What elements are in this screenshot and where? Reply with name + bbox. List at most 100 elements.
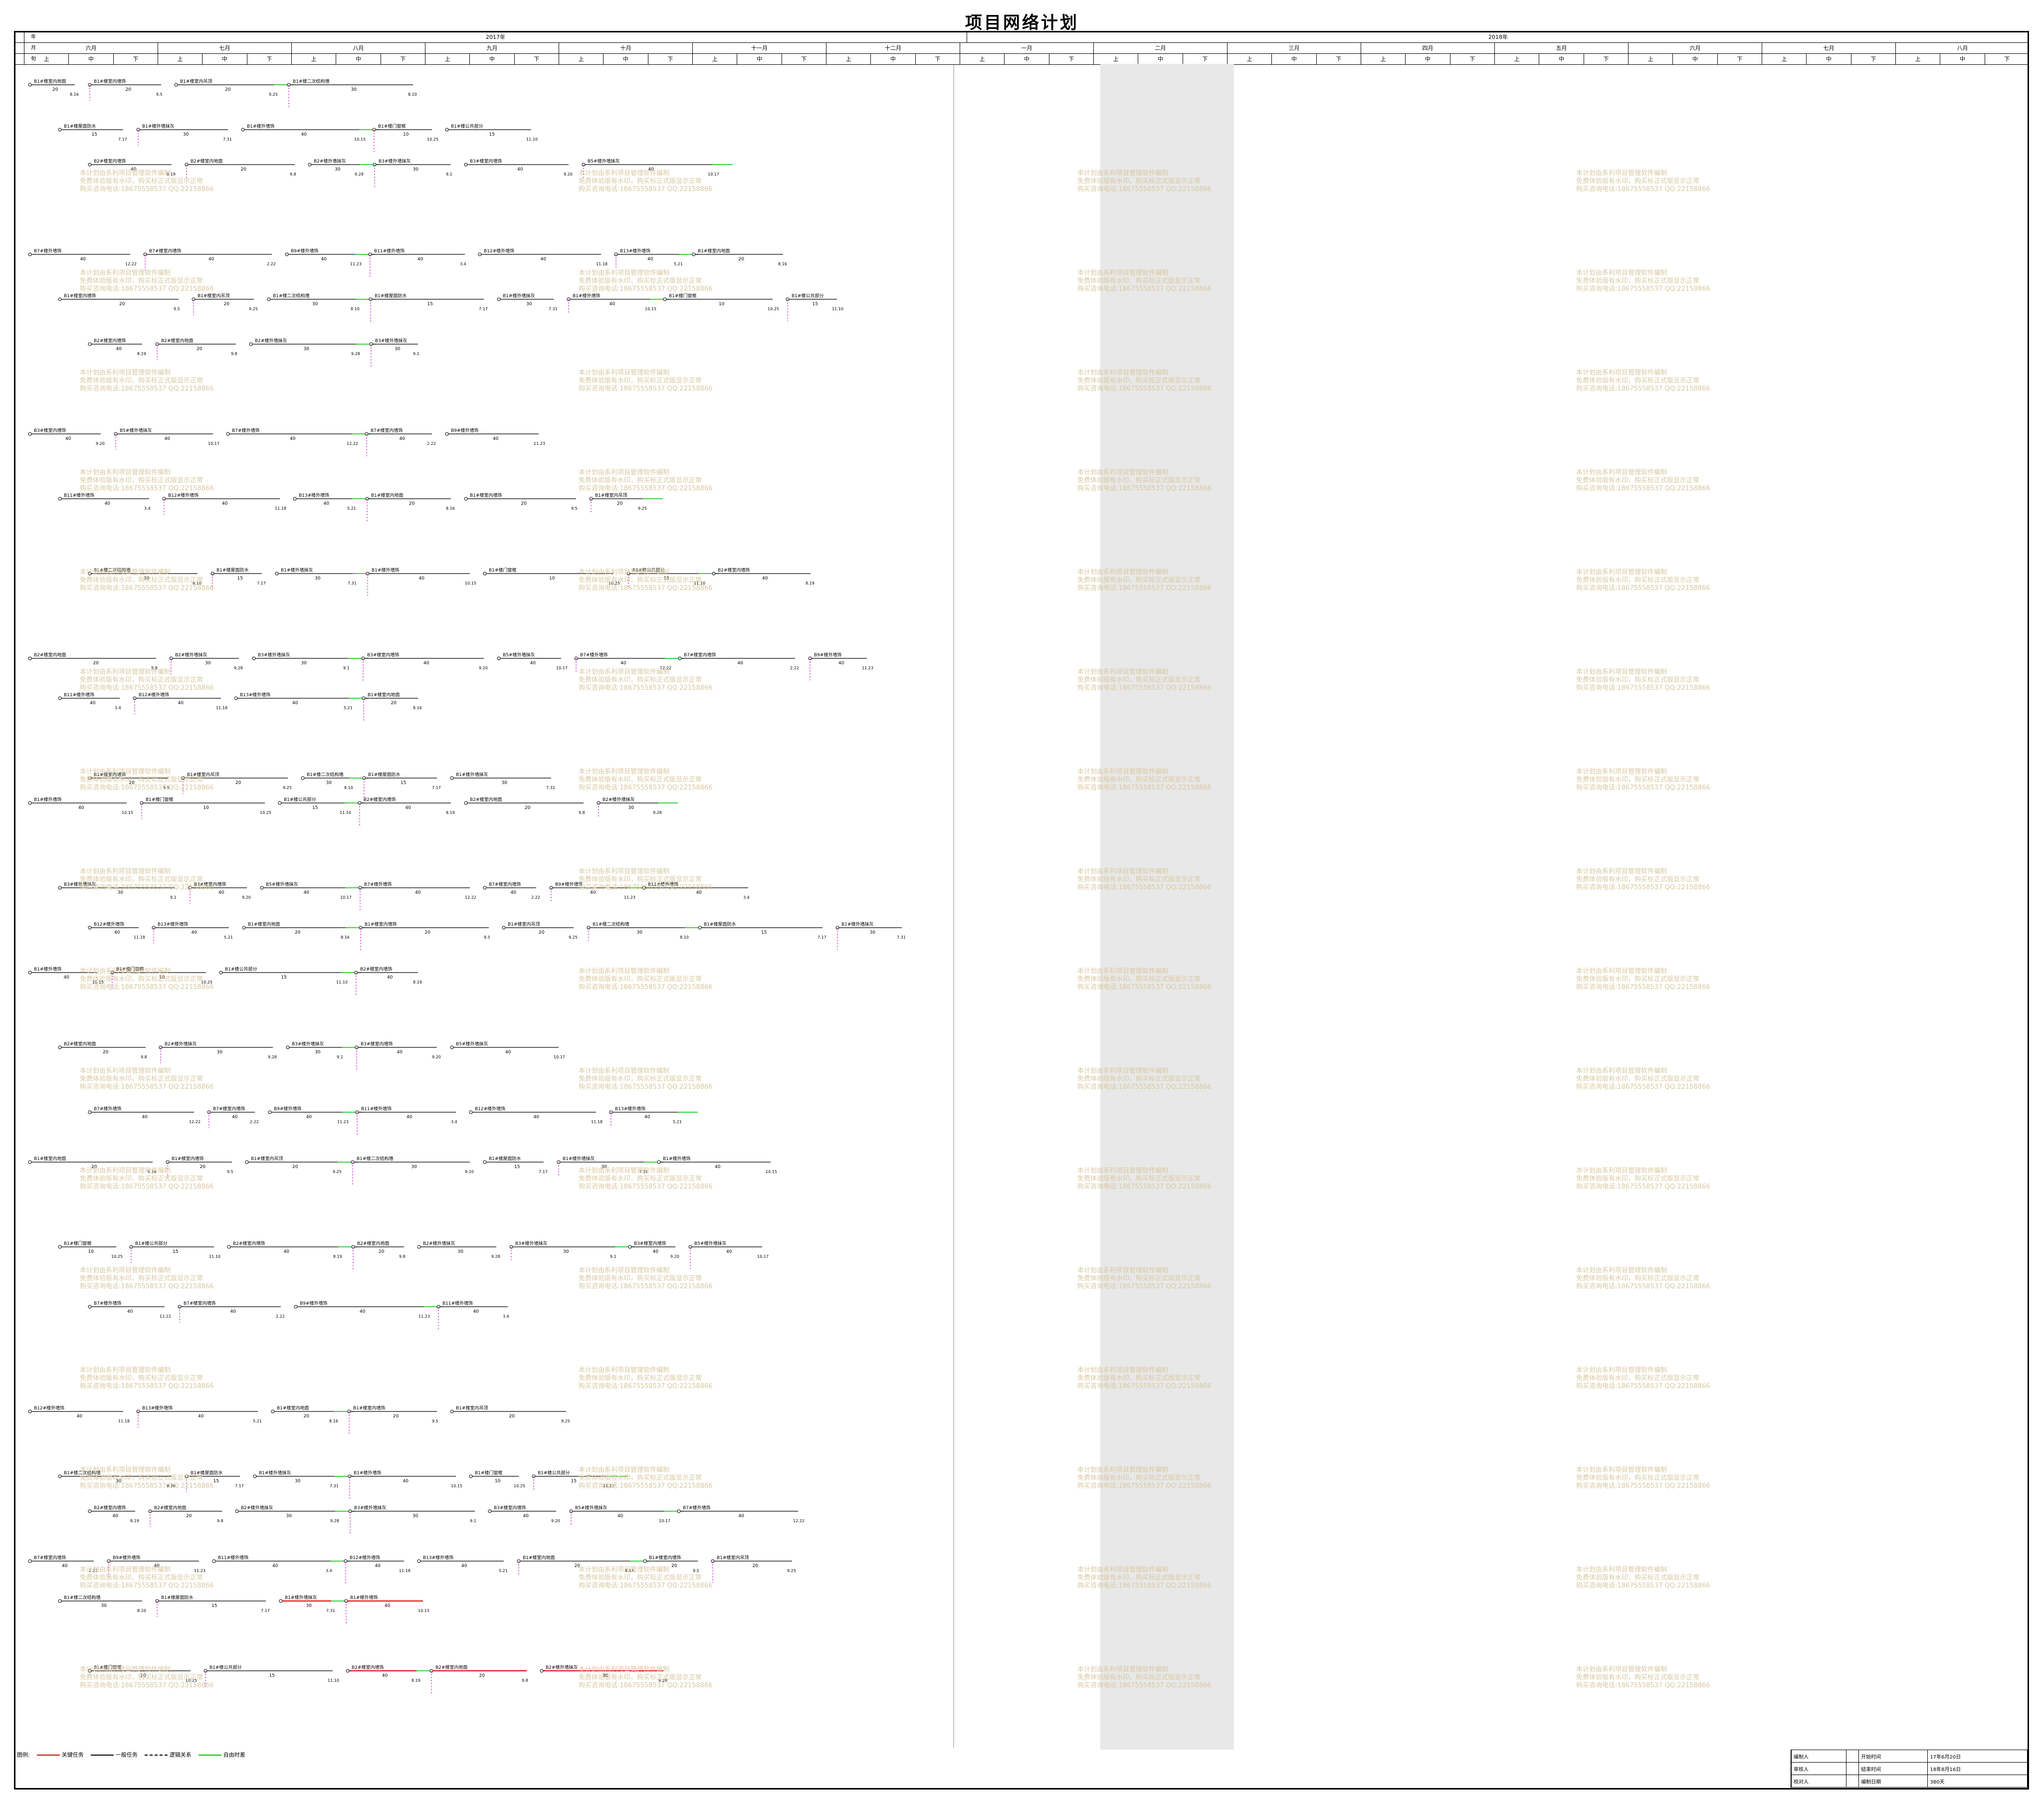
task-label: B1#楼屋面防水 (64, 123, 96, 129)
task-duration: 30 (312, 302, 318, 307)
task-label: B1#楼室内墙饰 (353, 1405, 385, 1411)
task-label: B2#楼室内墙饰 (94, 1505, 126, 1511)
task-label: B1#楼室内地面 (34, 1156, 66, 1162)
task-label: B7#楼外墙饰 (232, 427, 259, 433)
event-node (445, 128, 449, 132)
dekad-cell: 下 (1583, 54, 1628, 65)
task-duration: 30 (326, 781, 332, 786)
task-duration: 20 (525, 805, 531, 810)
task-label: B1#楼门窗框 (378, 123, 406, 129)
task-label: B3#楼外墙抹灰 (64, 881, 96, 887)
task-date: 8.19 (137, 352, 146, 356)
event-node (712, 572, 716, 576)
task-duration: 40 (90, 701, 96, 706)
task-duration: 10 (204, 805, 209, 810)
task-date: 9.25 (561, 1419, 570, 1423)
dekad-cell: 上 (1093, 54, 1138, 65)
dekad-cell: 中 (469, 54, 514, 65)
task-duration: 30 (286, 1514, 292, 1519)
event-node (253, 1474, 257, 1478)
dekad-cell: 下 (1316, 54, 1361, 65)
event-node (308, 163, 312, 167)
task-duration: 10 (159, 975, 165, 980)
task-date: 3.4 (503, 1314, 509, 1319)
dekad-cell: 下 (514, 54, 559, 65)
task-duration: 30 (301, 661, 307, 666)
task-label: B1#楼门窗框 (475, 1470, 502, 1476)
dekad-cell: 上 (24, 54, 68, 65)
task-duration: 40 (272, 1564, 278, 1569)
task-duration: 20 (292, 1165, 298, 1170)
task-duration: 15 (211, 1603, 217, 1608)
task-date: 8.10 (351, 307, 360, 311)
task-duration: 40 (762, 576, 768, 581)
task-date: 10.17 (208, 441, 219, 446)
dekad-cell: 上 (158, 54, 202, 65)
task-label: B2#楼外墙抹灰 (241, 1505, 273, 1511)
task-label: B1#楼外墙抹灰 (259, 1470, 291, 1476)
task-date: 9.1 (170, 895, 177, 900)
task-duration: 15 (761, 930, 767, 935)
task-duration: 40 (304, 890, 310, 895)
task-duration: 20 (393, 1414, 399, 1419)
task-label: B1#楼屋面防水 (216, 567, 248, 573)
event-node (227, 1245, 231, 1249)
event-node (58, 1045, 62, 1049)
task-date: 9.8 (522, 1678, 528, 1683)
task-label: B12#楼外墙饰 (94, 921, 124, 927)
event-node (663, 297, 667, 301)
task-date: 12.22 (160, 1314, 171, 1319)
task-label: B7#楼外墙饰 (364, 881, 392, 887)
task-label: B1#楼二次结构墙 (64, 1470, 100, 1476)
task-label: B3#楼室内墙饰 (470, 158, 502, 164)
month-cell: 十一月 (692, 43, 826, 54)
event-node (212, 1559, 216, 1563)
task-date: 10.15 (418, 1608, 429, 1613)
dekad-cell: 中 (202, 54, 246, 65)
task-date: 11.10 (340, 810, 351, 815)
task-label: B1#楼室内墙饰 (470, 492, 502, 498)
task-duration: 40 (423, 661, 429, 666)
dekad-cell: 上 (692, 54, 737, 65)
task-label: B2#楼室内地面 (191, 158, 222, 164)
task-duration: 30 (183, 132, 189, 137)
task-date: 9.5 (693, 1569, 699, 1573)
month-cell: 六月 (24, 43, 158, 54)
task-duration: 30 (411, 1165, 417, 1170)
task-duration: 30 (563, 1249, 569, 1254)
task-label: B9#楼外墙饰 (274, 1106, 301, 1112)
task-duration: 15 (213, 1479, 219, 1484)
task-date: 8.10 (680, 935, 689, 940)
task-date: 8.10 (408, 92, 417, 97)
task-date: 9.28 (234, 666, 243, 670)
event-node (88, 1669, 92, 1673)
task-duration: 15 (92, 132, 97, 137)
task-date: 9.8 (141, 1055, 147, 1059)
task-date: 3.4 (326, 1569, 332, 1573)
month-cell: 九月 (425, 43, 559, 54)
task-date: 11.23 (534, 441, 545, 446)
task-duration: 30 (335, 167, 341, 172)
task-date: 9.8 (399, 1254, 406, 1259)
task-date: 7.31 (348, 581, 357, 586)
task-label: B2#楼外墙抹灰 (314, 158, 346, 164)
task-duration: 40 (726, 1249, 732, 1254)
task-duration: 15 (813, 302, 818, 307)
task-label: B1#楼外墙抹灰 (456, 772, 488, 778)
task-label: B1#楼外墙饰 (350, 1595, 378, 1600)
task-date: 2.22 (276, 1314, 285, 1319)
task-duration: 40 (382, 1673, 388, 1678)
task-date: 9.20 (96, 441, 105, 446)
event-node (657, 1160, 661, 1164)
dekad-cell: 上 (960, 54, 1004, 65)
task-date: 8.16 (446, 506, 455, 511)
task-label: B1#楼室内吊顶 (717, 1555, 749, 1561)
event-node (450, 1409, 454, 1413)
task-duration: 30 (295, 1479, 301, 1484)
task-date: 9.20 (551, 1519, 560, 1523)
task-label: B7#楼室内墙饰 (684, 652, 716, 658)
task-duration: 20 (379, 1249, 385, 1254)
dekad-cell: 中 (1138, 54, 1182, 65)
month-cell: 一月 (960, 43, 1093, 54)
task-duration: 20 (186, 1514, 192, 1519)
